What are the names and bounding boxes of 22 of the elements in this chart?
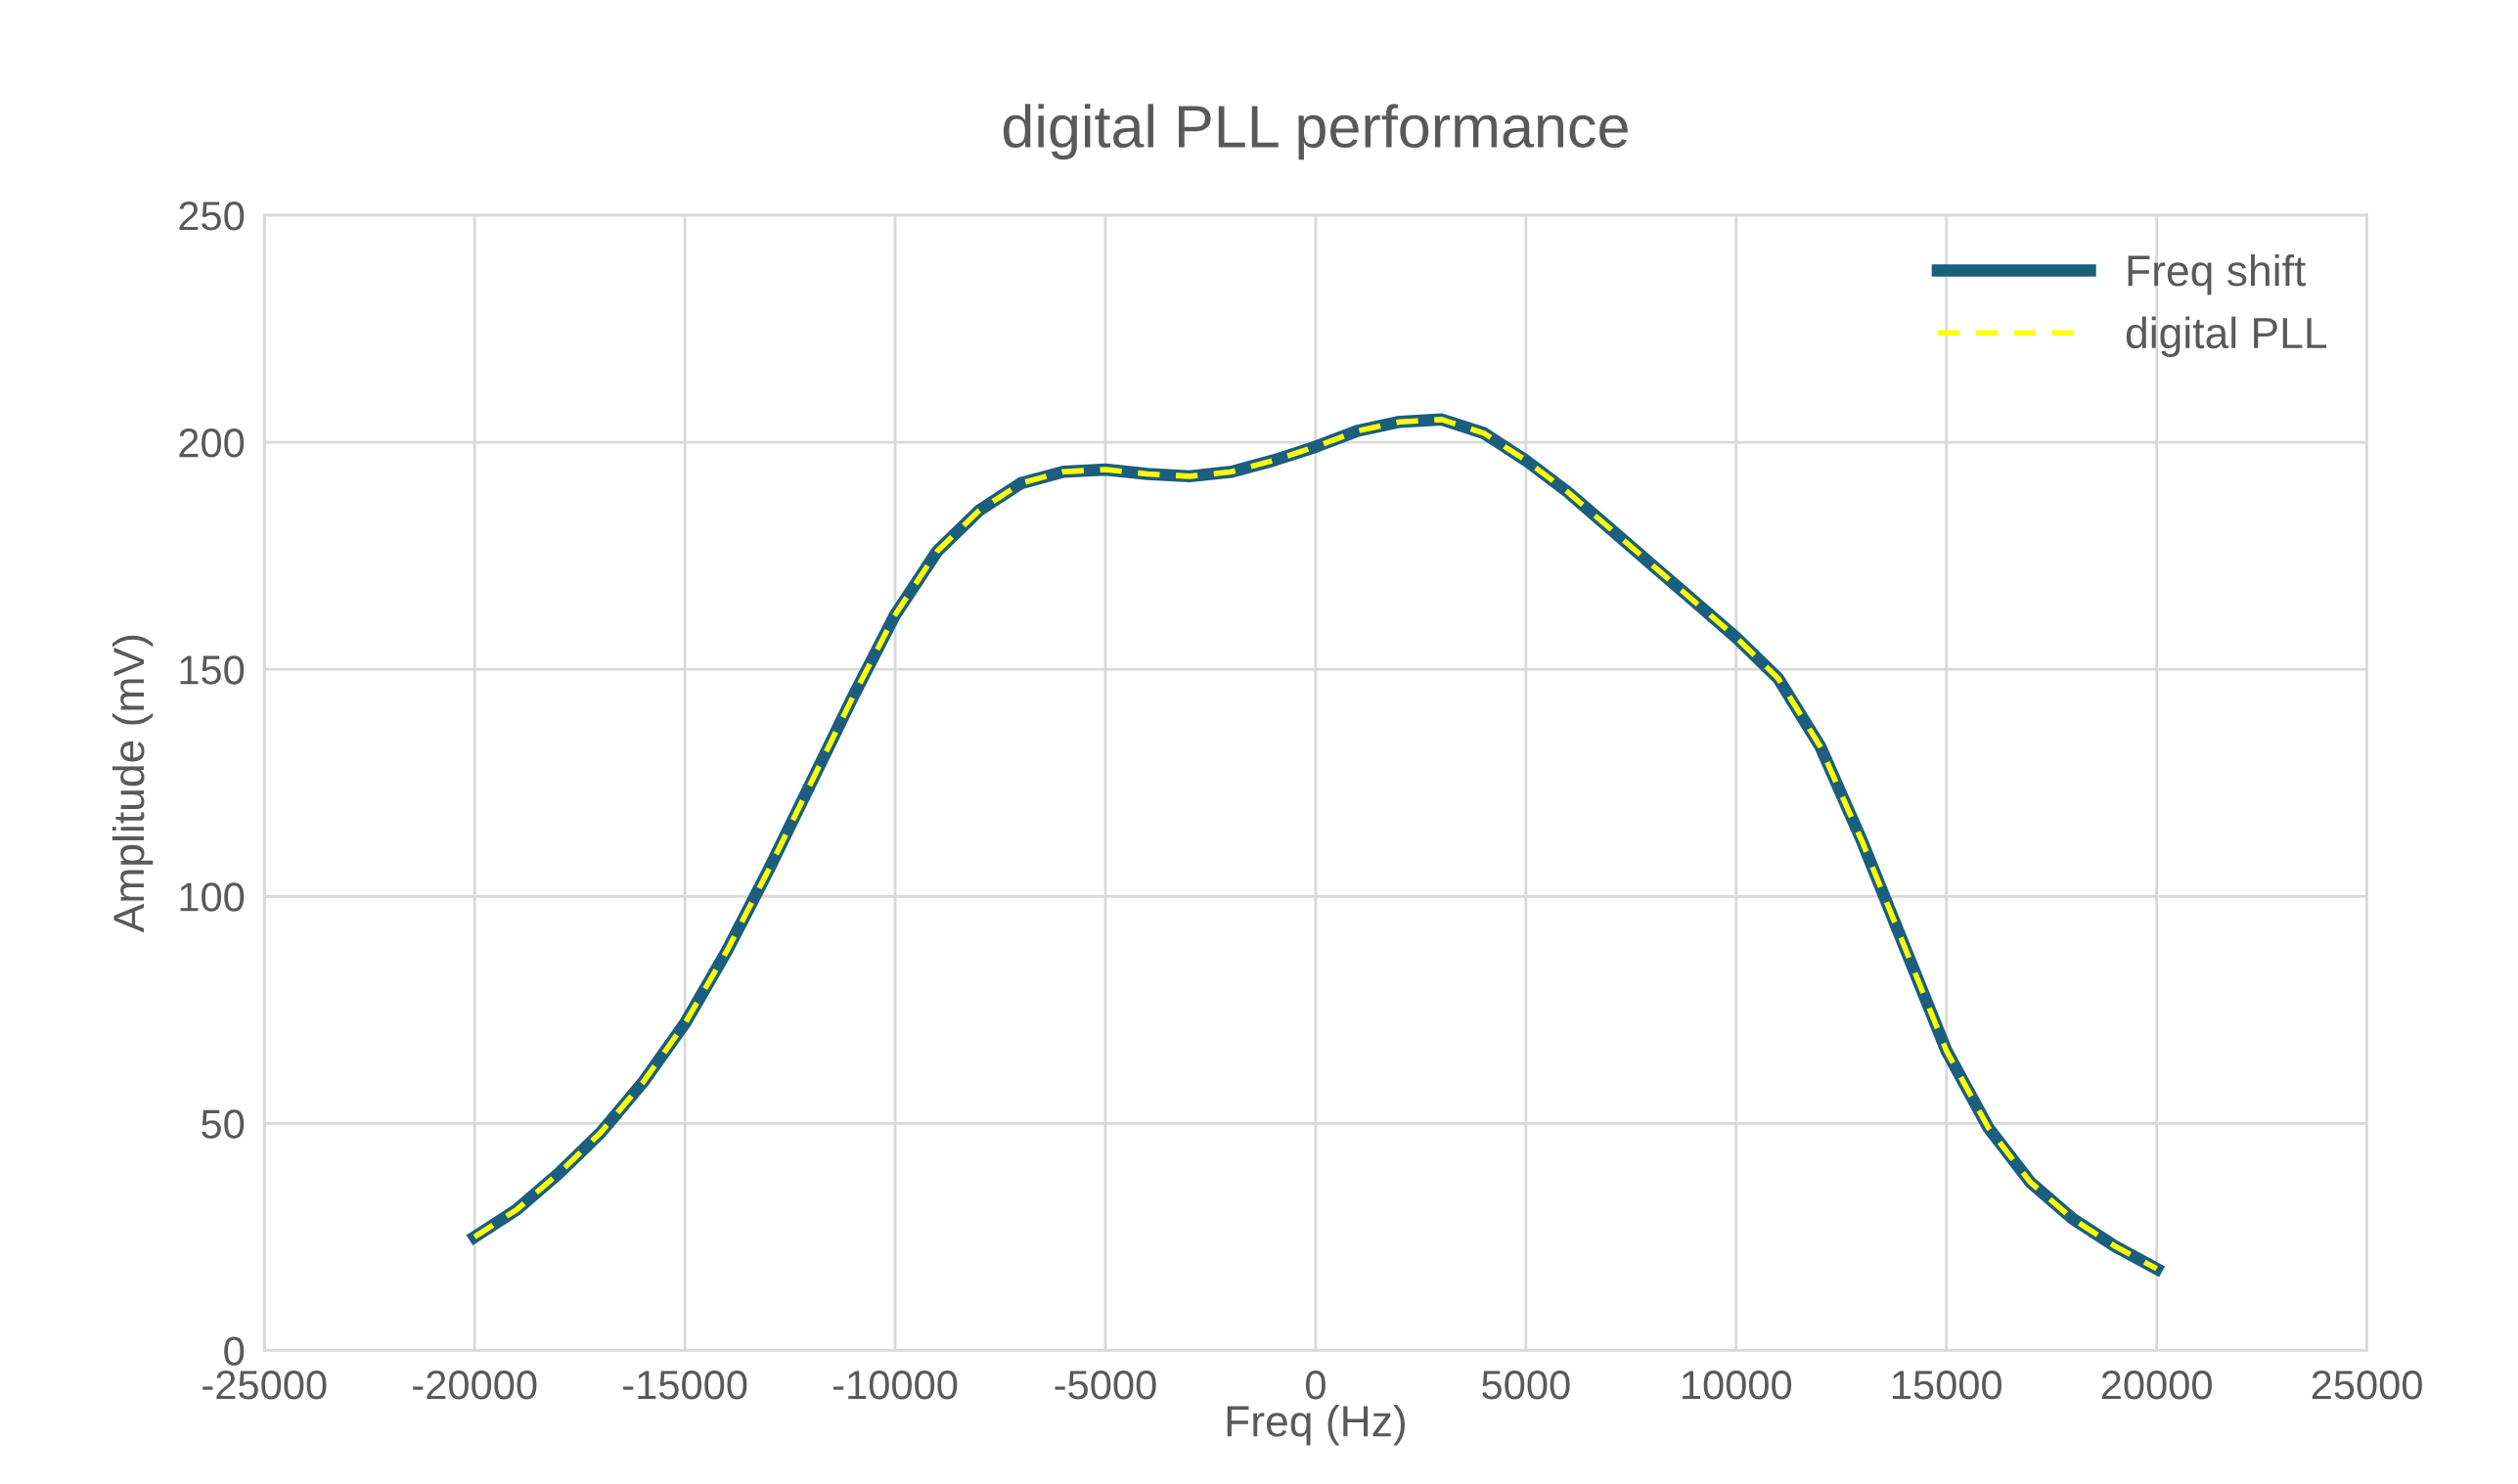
x-tick-label: -5000 bbox=[1055, 1371, 1156, 1400]
legend-label: Freq shift bbox=[2128, 253, 2306, 295]
x-tick-label: 5000 bbox=[1482, 1371, 1570, 1400]
legend-label: digital PLL bbox=[2126, 316, 2327, 358]
x-tick-label: 15000 bbox=[1892, 1371, 2002, 1400]
y-tick-label: 250 bbox=[179, 201, 245, 231]
y-tick-label: 50 bbox=[202, 1109, 245, 1139]
x-tick-label: -25000 bbox=[202, 1371, 327, 1400]
x-axis-title: Freq (Hz) bbox=[1227, 1404, 1405, 1446]
y-tick-label: 150 bbox=[180, 655, 245, 685]
y-tick-label: 100 bbox=[180, 882, 245, 912]
x-tick-label: 25000 bbox=[2312, 1371, 2422, 1400]
x-tick-label: 10000 bbox=[1683, 1371, 1792, 1400]
x-tick-label: -10000 bbox=[833, 1371, 958, 1400]
y-axis-title: Amplitude (mV) bbox=[112, 635, 154, 933]
x-tick-label: -20000 bbox=[413, 1371, 537, 1400]
y-tick-label: 200 bbox=[179, 428, 245, 458]
x-tick-label: -15000 bbox=[623, 1371, 747, 1400]
x-tick-label: 0 bbox=[1305, 1371, 1326, 1400]
x-tick-label: 20000 bbox=[2101, 1371, 2212, 1400]
chart-title: digital PLL performance bbox=[1003, 104, 1628, 160]
y-tick-label: 0 bbox=[224, 1336, 245, 1366]
